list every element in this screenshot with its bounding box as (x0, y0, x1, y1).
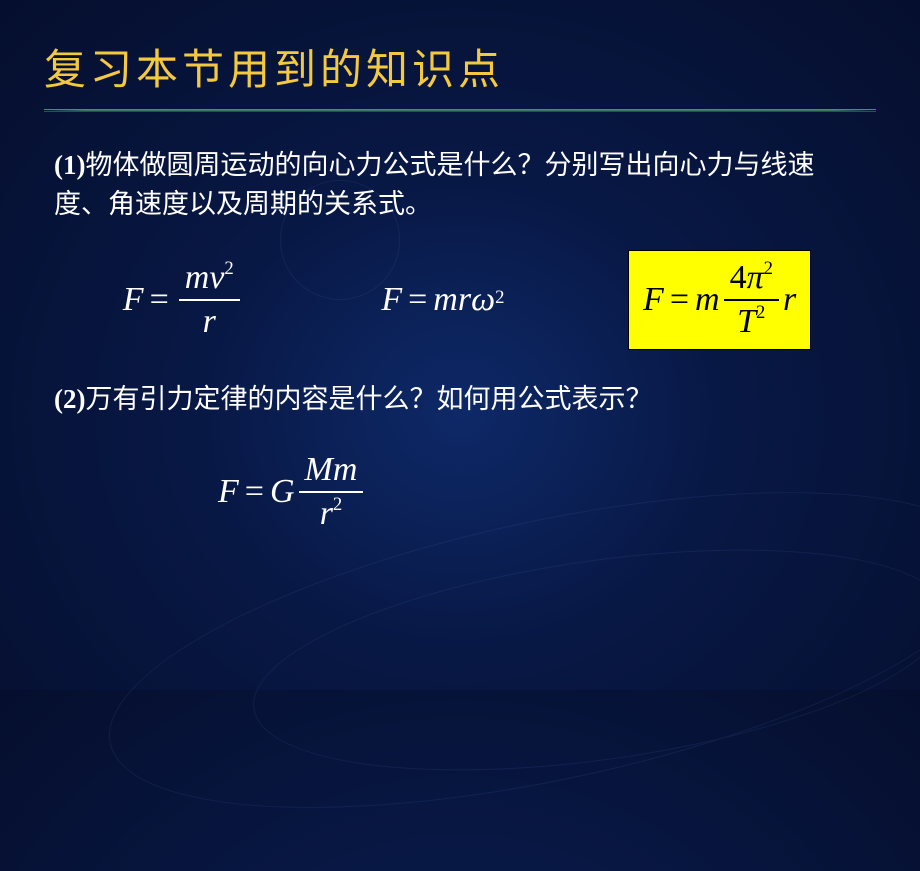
var-F: F (123, 281, 144, 319)
exp-2: 2 (756, 302, 765, 323)
exp-2: 2 (495, 287, 504, 309)
var-v: v (209, 259, 224, 296)
var-m: m (185, 259, 210, 296)
fraction: mv2 r (179, 259, 240, 341)
var-m: m (695, 281, 720, 319)
numerator: mv2 (179, 259, 240, 299)
q1-label: (1) (54, 150, 85, 180)
q1-text: 物体做圆周运动的向心力公式是什么？分别写出向心力与线速度、角速度以及周期的关系式… (54, 150, 814, 219)
denominator: r2 (314, 493, 349, 533)
var-r: r (197, 301, 222, 341)
exp-2: 2 (224, 258, 233, 279)
question-1: (1)物体做圆周运动的向心力公式是什么？分别写出向心力与线速度、角速度以及周期的… (54, 146, 866, 224)
equals: = (408, 281, 427, 319)
var-r: r (458, 281, 471, 319)
exp-2: 2 (764, 258, 773, 279)
question-2: (2)万有引力定律的内容是什么？如何用公式表示？ (54, 380, 866, 419)
slide-title: 复习本节用到的知识点 (44, 36, 876, 97)
formula-centripetal-velocity: F = mv2 r (109, 251, 258, 349)
q2-label: (2) (54, 384, 85, 414)
var-r: r (783, 281, 796, 319)
var-F: F (381, 281, 402, 319)
var-M: M (305, 451, 333, 488)
fraction: Mm r2 (299, 451, 364, 533)
exp-2: 2 (333, 494, 342, 515)
formula-centripetal-angular: F = mrω2 (367, 273, 518, 327)
slide-content: 复习本节用到的知识点 (1)物体做圆周运动的向心力公式是什么？分别写出向心力与线… (0, 0, 920, 577)
var-omega: ω (471, 281, 495, 319)
var-m: m (333, 451, 358, 488)
fraction: 4π2 T2 (724, 259, 779, 341)
numerator: 4π2 (724, 259, 779, 299)
var-G: G (270, 473, 295, 511)
numerator: Mm (299, 451, 364, 491)
equals: = (245, 473, 264, 511)
var-T: T (737, 303, 756, 340)
q2-text: 万有引力定律的内容是什么？如何用公式表示？ (85, 384, 652, 414)
formula-row-1: F = mv2 r F = mrω2 F = m 4π2 (44, 250, 876, 350)
denominator: T2 (731, 301, 771, 341)
var-m: m (433, 281, 458, 319)
formula-centripetal-period: F = m 4π2 T2 r (628, 250, 811, 350)
var-pi: π (747, 259, 764, 296)
formula-gravitation: F = G Mm r2 (204, 443, 876, 541)
equals: = (670, 281, 689, 319)
equals: = (150, 281, 169, 319)
var-F: F (643, 281, 664, 319)
title-divider (44, 109, 876, 112)
const-4: 4 (730, 259, 747, 296)
var-F: F (218, 473, 239, 511)
var-r: r (320, 495, 333, 532)
